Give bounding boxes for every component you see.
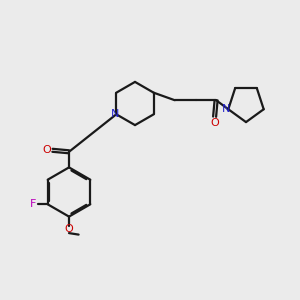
Text: F: F [29,199,36,209]
Text: O: O [64,224,74,234]
Text: N: N [111,109,120,119]
Text: O: O [210,118,219,128]
Text: N: N [222,104,231,114]
Text: O: O [43,145,52,155]
